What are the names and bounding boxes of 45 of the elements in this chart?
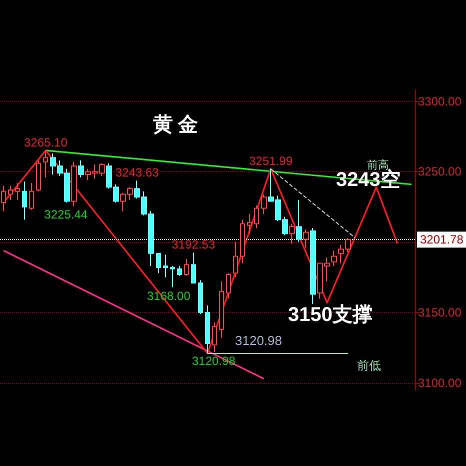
candlestick: [198, 280, 203, 314]
candlestick: [43, 150, 48, 178]
candlestick: [15, 182, 20, 200]
text: 黄 金: [152, 114, 198, 136]
annotation: 3192.53: [172, 238, 216, 252]
candlestick: [296, 199, 302, 243]
candlestick: [8, 185, 13, 200]
candlestick: [1, 185, 6, 212]
candlestick: [184, 258, 189, 276]
candlestick: [212, 322, 217, 352]
annotation: 3251.99: [249, 154, 293, 168]
y-tick-label: 3150.00: [418, 306, 462, 320]
ref-line-label: 3201.78: [420, 232, 464, 247]
candlestick: [247, 213, 252, 234]
candlestick: [226, 272, 231, 299]
annotation: 3265.10: [24, 135, 68, 150]
candlestick: [36, 160, 41, 192]
y-tick-label: 3100.00: [418, 376, 462, 390]
candlestick: [289, 223, 295, 244]
candlestick: [71, 161, 77, 207]
annotation: 3150支撑: [288, 304, 372, 326]
candlestick: [22, 181, 27, 220]
candlestick: [310, 228, 316, 305]
candlestick: [233, 242, 238, 278]
candlestick: [177, 266, 182, 276]
y-tick-label: 3300.00: [418, 94, 462, 108]
ref-line-label: 前低: [357, 358, 382, 372]
candlestick: [303, 228, 309, 248]
candlestick: [219, 281, 224, 338]
y-tick-label: 3250.00: [418, 164, 462, 179]
candlestick: [78, 160, 84, 178]
candlestick: [163, 254, 168, 278]
candlestick: [331, 250, 337, 267]
candlestick: [261, 194, 267, 214]
candlestick: [191, 252, 196, 284]
annotation: 3120.98: [235, 333, 282, 348]
candlestick: [170, 266, 175, 288]
candlestick: [29, 182, 34, 210]
candlestick: [254, 204, 259, 229]
annotation: 3243.63: [115, 166, 160, 180]
candlestick: [156, 252, 161, 274]
candlestick: [205, 304, 210, 354]
candlestick: [240, 219, 245, 264]
annotation: 前高: [367, 158, 389, 172]
annotation: 3225.44: [44, 207, 88, 222]
